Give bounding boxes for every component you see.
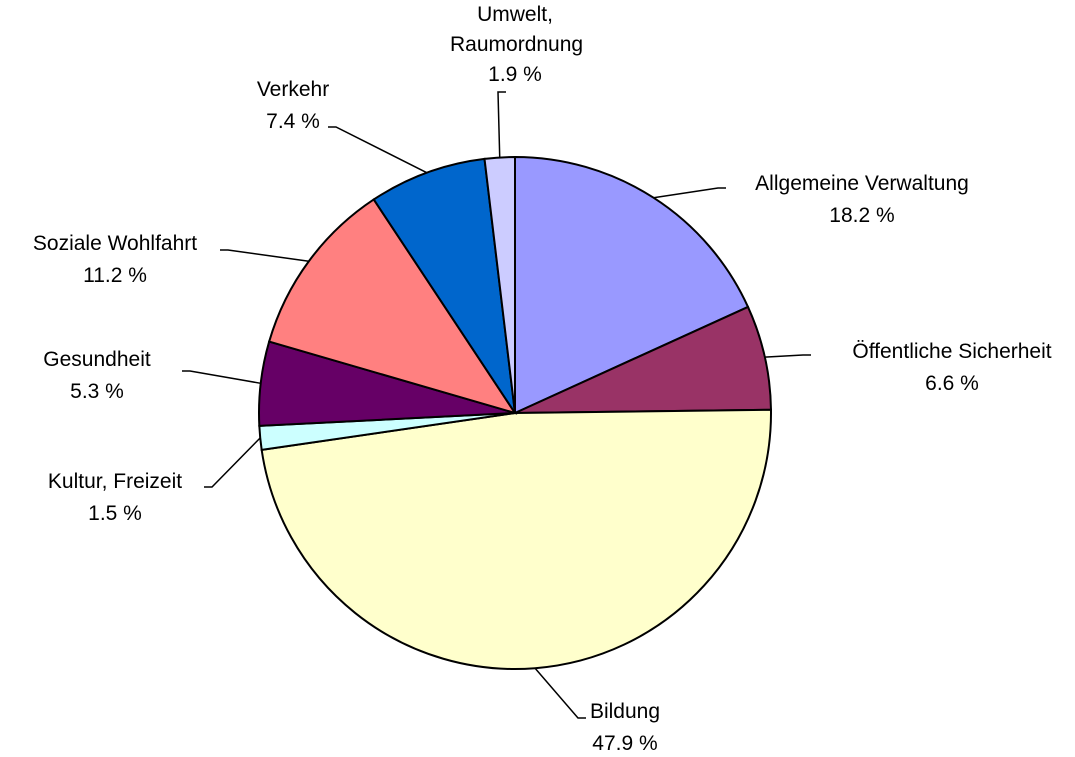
value-label: 7.4 % (266, 110, 320, 133)
slice-label: Gesundheit 5.3 % (43, 344, 150, 408)
category-label: Allgemeine Verwaltung (755, 172, 969, 195)
leader-line (534, 667, 586, 719)
slice-label: Allgemeine Verwaltung 18.2 % (755, 168, 969, 232)
category-label: Verkehr (256, 78, 330, 101)
category-label: Kultur, Freizeit (47, 470, 183, 493)
leader-line (497, 91, 506, 158)
leader-line (220, 249, 309, 262)
value-label: 47.9 % (592, 732, 658, 755)
pie-slice (260, 408, 772, 670)
value-label: 18.2 % (829, 204, 895, 227)
category-label: Gesundheit (43, 348, 151, 371)
category-label: Umwelt, Raumordnung (450, 3, 584, 56)
slice-label: Soziale Wohlfahrt 11.2 % (33, 228, 197, 292)
slice-label: Kultur, Freizeit 1.5 % (48, 466, 182, 530)
leader-line (182, 370, 261, 385)
leader-line (328, 126, 428, 174)
leader-line (764, 354, 811, 358)
value-label: 1.5 % (88, 502, 142, 525)
slice-label: Verkehr 7.4 % (257, 74, 329, 138)
leader-line (204, 437, 261, 488)
pie-slice (514, 155, 750, 415)
value-label: 5.3 % (70, 380, 124, 403)
pie-slice (267, 198, 518, 415)
category-label: Öffentliche Sicherheit (852, 340, 1052, 363)
pie-slice (372, 157, 516, 414)
category-label: Soziale Wohlfahrt (32, 232, 198, 255)
slice-label: Bildung 47.9 % (590, 696, 660, 757)
slice-label: Umwelt, Raumordnung 1.9 % (450, 0, 584, 90)
slice-label: Öffentliche Sicherheit 6.6 % (852, 336, 1051, 400)
value-label: 6.6 % (925, 372, 979, 395)
value-label: 11.2 % (83, 264, 147, 287)
value-label: 1.9 % (488, 63, 542, 86)
category-label: Bildung (589, 700, 661, 723)
leader-line (653, 187, 726, 199)
